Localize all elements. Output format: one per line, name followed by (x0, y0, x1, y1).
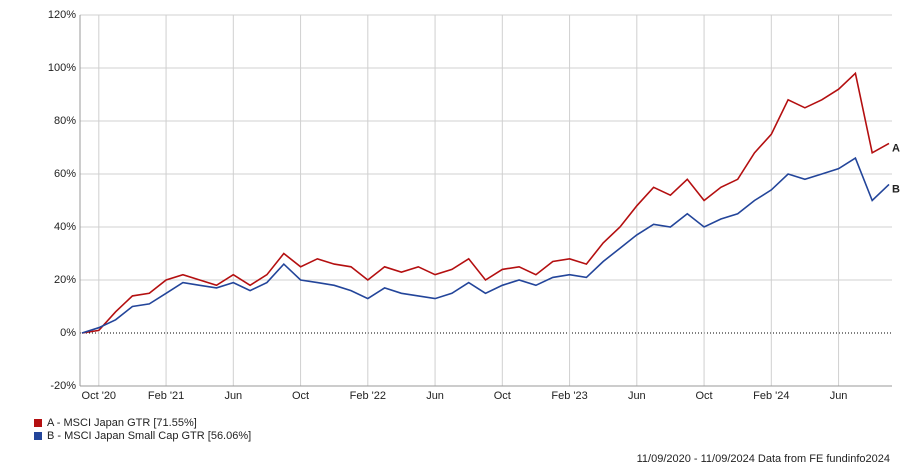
y-tick-label: 40% (54, 221, 76, 233)
x-tick-label: Feb '21 (148, 390, 184, 402)
x-tick-label: Feb '23 (551, 390, 587, 402)
x-tick-label: Oct '20 (82, 390, 117, 402)
y-tick-label: 0% (60, 327, 76, 339)
y-tick-label: 100% (48, 62, 76, 74)
y-tick-label: 60% (54, 168, 76, 180)
y-tick-label: 120% (48, 9, 76, 21)
x-tick-label: Feb '24 (753, 390, 789, 402)
x-tick-label: Oct (494, 390, 511, 402)
legend-swatch (34, 432, 42, 440)
x-tick-label: Jun (628, 390, 646, 402)
x-tick-label: Oct (292, 390, 309, 402)
end-label: A (892, 142, 900, 154)
x-tick-label: Oct (696, 390, 713, 402)
y-tick-label: -20% (50, 380, 76, 392)
series-line (81, 71, 890, 334)
x-tick-label: Jun (224, 390, 242, 402)
source-note: 11/09/2020 - 11/09/2024 Data from FE fun… (637, 453, 890, 465)
y-tick-label: 20% (54, 274, 76, 286)
x-tick-label: Jun (426, 390, 444, 402)
x-tick-label: Jun (830, 390, 848, 402)
end-label: B (892, 183, 900, 195)
series-line (81, 156, 890, 334)
legend-label: A - MSCI Japan GTR [71.55%] (47, 417, 197, 429)
legend-swatch (34, 419, 42, 427)
y-tick-label: 80% (54, 115, 76, 127)
legend-label: B - MSCI Japan Small Cap GTR [56.06%] (47, 430, 251, 442)
x-tick-label: Feb '22 (350, 390, 386, 402)
